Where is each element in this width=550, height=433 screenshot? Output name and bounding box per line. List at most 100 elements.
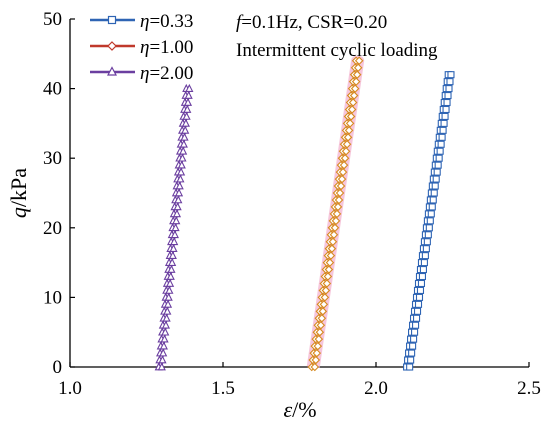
series-marker [317,314,327,323]
series-marker [315,327,325,337]
series-marker [165,285,174,294]
series-3 [154,83,194,371]
series-marker [416,286,425,294]
series-marker [408,349,416,357]
series-marker [422,245,430,253]
series-marker [172,209,182,218]
x-tick-label: 1.5 [211,378,235,399]
series-marker [158,355,167,364]
series-marker [332,209,342,219]
series-marker [183,104,192,113]
legend-entry-3: η=2.00 [90,63,193,84]
series-marker [421,252,429,260]
series-marker [433,168,441,176]
series-marker [351,77,361,86]
series-marker [166,271,175,280]
series-marker [331,216,341,226]
series-marker [182,111,191,120]
y-ticks: 0 10 20 30 40 50 [43,9,75,378]
series-marker [342,140,352,149]
series-marker [434,161,442,169]
x-tick-label: 2.0 [364,378,388,399]
annotation-line-2: Intermittent cyclic loading [236,40,438,61]
series-1 [403,71,455,371]
series-marker [435,154,443,162]
series-marker [354,56,364,66]
series-marker [174,195,183,204]
y-tick-label: 10 [43,287,62,308]
series-marker [445,85,453,93]
series-marker [163,306,172,315]
series-marker [318,307,328,316]
x-ticks: 1.0 1.5 2.0 2.5 [58,362,541,399]
series-marker [413,307,422,315]
series-marker [312,348,322,358]
series-marker [310,362,320,372]
series-marker [334,195,344,205]
series-marker [314,334,324,344]
legend-label-1: η=0.33 [140,11,193,32]
x-tick-label: 2.5 [517,378,541,399]
series-marker [352,70,362,79]
series-marker [349,91,359,100]
legend-label-2: η=1.00 [140,37,193,58]
series-marker [341,146,351,156]
series-marker [164,292,173,301]
y-tick-label: 50 [43,9,62,30]
y-tick-label: 0 [53,357,63,378]
y-tick-label: 20 [43,218,62,239]
series-marker [411,328,419,336]
series-marker [409,342,417,350]
y-tick-label: 40 [43,79,62,100]
series-marker [175,181,184,190]
series-marker [168,250,177,259]
series-marker [442,105,450,114]
series-2 [306,55,365,372]
series-marker [443,98,451,107]
series-marker [162,313,171,322]
series-marker [412,321,420,329]
series-marker [420,259,428,267]
series-marker [345,119,355,128]
series-marker [176,167,186,176]
series-marker [336,181,346,191]
series-marker [172,216,181,225]
series-marker [425,224,433,232]
series-marker [412,314,421,322]
series-marker [327,244,337,253]
series-marker [346,112,356,121]
series-marker [344,126,354,135]
series-marker [159,341,168,350]
series-marker [335,188,345,198]
legend-marker-3 [107,66,117,76]
series-marker [320,293,330,302]
series-marker [157,362,166,371]
series-marker [323,272,333,281]
series-marker [170,230,179,239]
series-marker [414,300,423,308]
series-marker [446,78,454,86]
series-marker [181,118,190,127]
series-marker [161,327,170,336]
series-marker [325,258,335,267]
series-marker [177,160,186,169]
series-marker [353,63,363,72]
series-marker [430,189,438,197]
series-marker [321,286,331,295]
series-marker [419,266,427,274]
series-layer [154,55,455,372]
series-marker [161,320,171,329]
annotation: f=0.1Hz, CSR=0.20 Intermittent cyclic lo… [236,12,438,61]
series-marker [417,279,426,288]
series-marker [340,153,350,163]
series-marker [350,84,360,93]
x-tick-label: 1.0 [58,378,82,399]
series-marker [333,202,343,212]
y-axis-title: q/kPa [6,168,31,218]
series-marker [432,175,440,183]
series-marker [428,203,436,211]
series-marker [180,132,189,141]
series-marker [415,293,424,301]
series-marker [418,272,426,281]
